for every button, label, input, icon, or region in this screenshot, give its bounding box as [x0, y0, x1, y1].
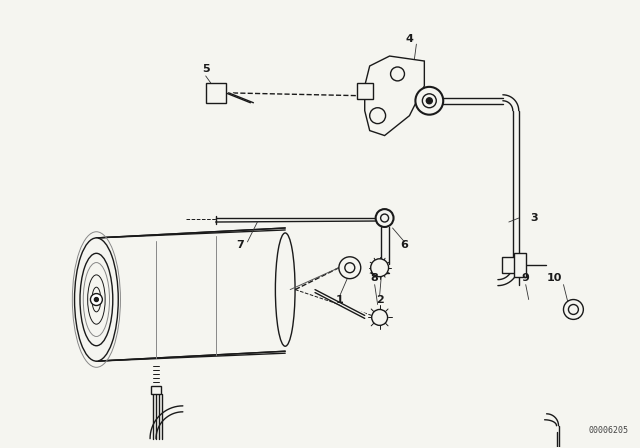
Text: 6: 6	[401, 240, 408, 250]
Circle shape	[415, 87, 444, 115]
Circle shape	[371, 259, 388, 277]
Circle shape	[376, 209, 394, 227]
Circle shape	[339, 257, 361, 279]
Text: 1: 1	[336, 294, 344, 305]
Bar	[205, 83, 225, 103]
Text: 10: 10	[547, 273, 562, 283]
Ellipse shape	[275, 233, 295, 346]
Circle shape	[95, 297, 99, 302]
Text: 7: 7	[237, 240, 244, 250]
Bar	[502, 257, 518, 273]
Text: 00006205: 00006205	[588, 426, 628, 435]
Circle shape	[422, 94, 436, 108]
Text: 3: 3	[530, 213, 538, 223]
Circle shape	[370, 108, 385, 124]
Ellipse shape	[74, 238, 118, 361]
Text: 8: 8	[371, 273, 378, 283]
Polygon shape	[365, 56, 424, 136]
Bar	[151, 386, 161, 394]
Polygon shape	[97, 228, 285, 361]
Text: 5: 5	[202, 64, 209, 74]
Bar	[514, 253, 525, 277]
Circle shape	[426, 98, 432, 104]
Circle shape	[390, 67, 404, 81]
Circle shape	[563, 300, 583, 319]
Text: 2: 2	[376, 294, 383, 305]
Circle shape	[381, 214, 388, 222]
Bar	[356, 83, 372, 99]
Circle shape	[345, 263, 355, 273]
Text: 4: 4	[406, 34, 413, 44]
Text: 9: 9	[522, 273, 530, 283]
Circle shape	[372, 310, 388, 325]
Circle shape	[90, 293, 102, 306]
Circle shape	[568, 305, 579, 314]
